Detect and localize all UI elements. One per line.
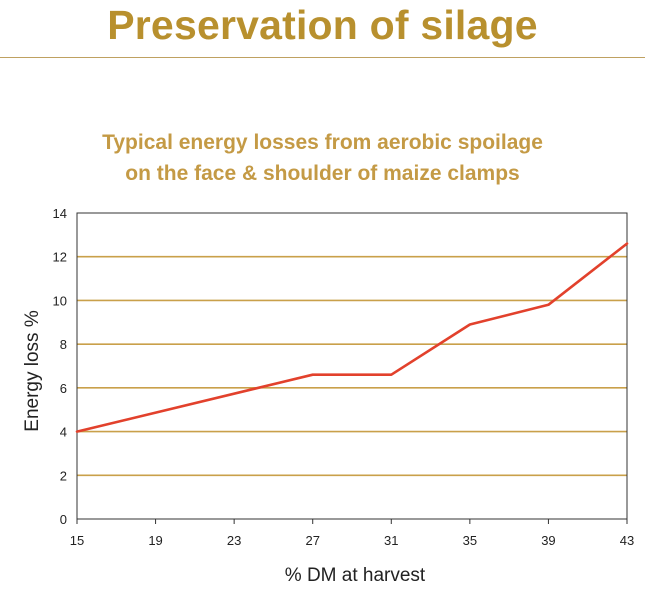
series-layer bbox=[75, 242, 629, 433]
plot-area-frame bbox=[76, 212, 628, 520]
chart-title-line-2: on the face & shoulder of maize clamps bbox=[125, 162, 520, 185]
x-tick-label: 39 bbox=[541, 533, 555, 548]
series-line-1 bbox=[75, 242, 629, 433]
x-tick-label: 19 bbox=[148, 533, 162, 548]
y-tick-label: 2 bbox=[60, 468, 67, 483]
x-tick-label: 15 bbox=[70, 533, 84, 548]
y-tick-label: 6 bbox=[60, 381, 67, 396]
chart-title-line-1: Typical energy losses from aerobic spoil… bbox=[102, 131, 543, 154]
x-tick-labels: 15 19 23 27 31 35 39 43 bbox=[70, 519, 634, 548]
y-tick-label: 14 bbox=[53, 206, 67, 221]
chart-title: Typical energy losses from aerobic spoil… bbox=[0, 127, 645, 189]
x-axis-label: % DM at harvest bbox=[285, 565, 426, 586]
title-divider bbox=[0, 57, 645, 58]
gridlines bbox=[77, 255, 627, 477]
y-tick-labels: 0 2 4 6 8 10 12 14 bbox=[53, 206, 67, 527]
y-tick-label: 4 bbox=[60, 425, 67, 440]
y-tick-label: 8 bbox=[60, 337, 67, 352]
x-tick-label: 43 bbox=[620, 533, 634, 548]
x-tick-label: 27 bbox=[305, 533, 319, 548]
page-title: Preservation of silage bbox=[107, 2, 538, 48]
y-axis-label: Energy loss % bbox=[22, 310, 43, 432]
x-tick-label: 35 bbox=[463, 533, 477, 548]
x-tick-label: 23 bbox=[227, 533, 241, 548]
y-tick-label: 10 bbox=[53, 293, 67, 308]
y-tick-label: 0 bbox=[60, 512, 67, 527]
x-tick-label: 31 bbox=[384, 533, 398, 548]
y-tick-label: 12 bbox=[53, 250, 67, 265]
